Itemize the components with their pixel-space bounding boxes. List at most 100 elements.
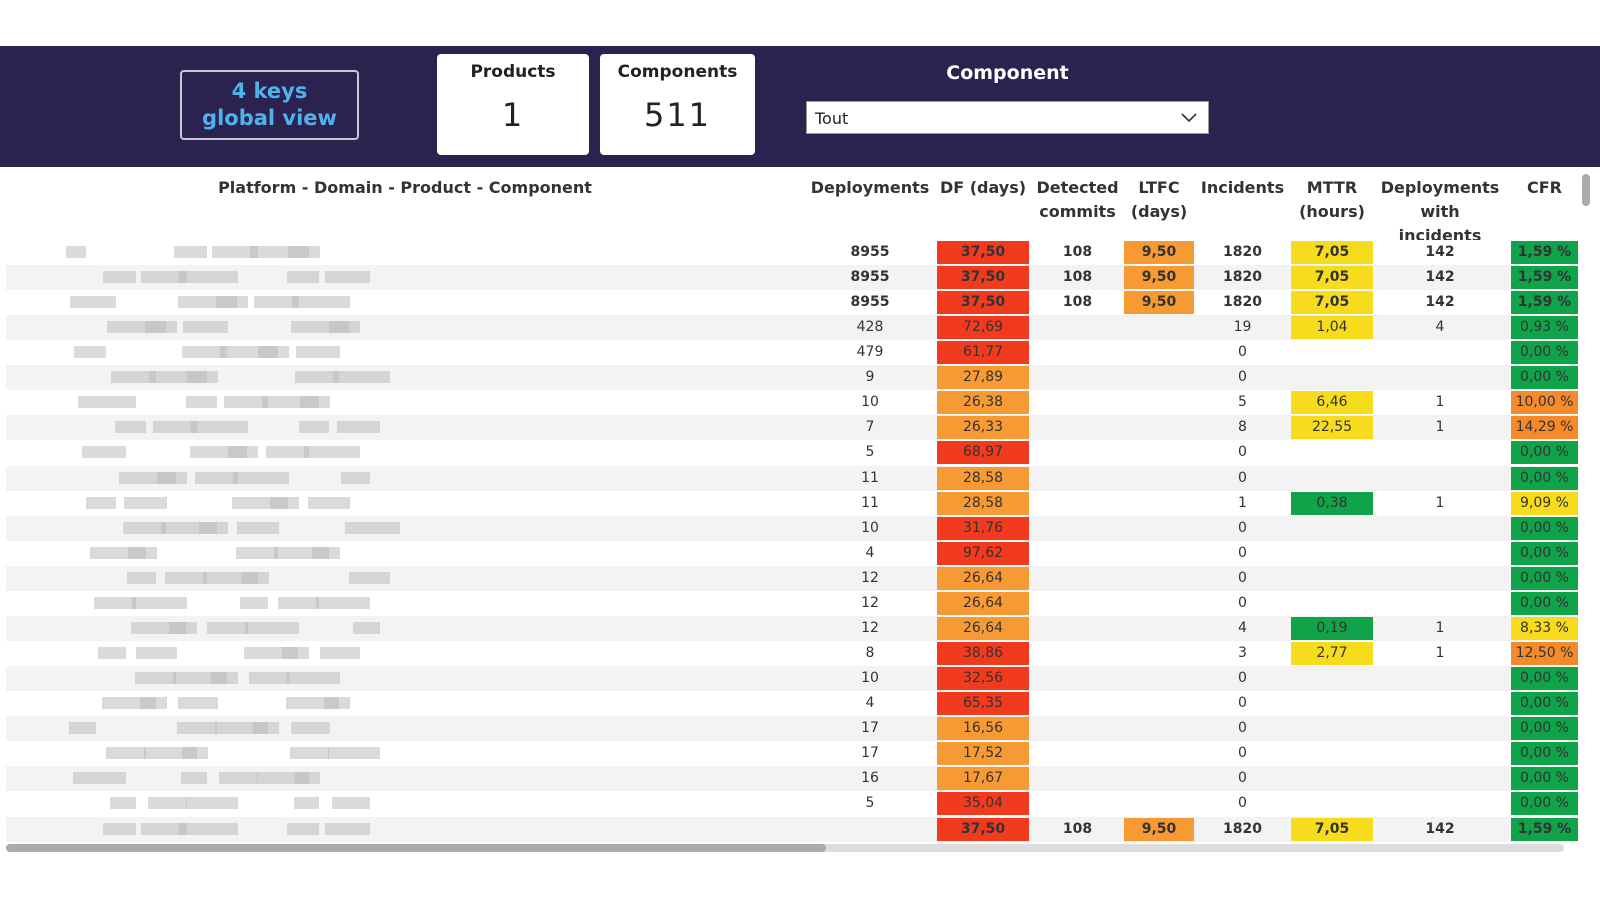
column-header: Incidents (1200, 178, 1285, 197)
table-cell: 142 (1425, 294, 1455, 311)
table-cell: 4 (865, 544, 875, 561)
table-cell: 5 (865, 444, 875, 461)
table-row: 11 28,58 0 0,00 % (6, 465, 1578, 491)
redacted-label (179, 271, 238, 284)
table-cell: 37,50 (937, 291, 1029, 315)
column-header: LTFC (days) (1130, 178, 1188, 221)
column-header: Deployments with incidents (1380, 178, 1500, 245)
redacted-label (294, 797, 319, 810)
table-cell: 7,05 (1291, 291, 1373, 315)
redacted-label (183, 321, 228, 334)
table-row: 4 97,62 0 0,00 % (6, 540, 1578, 566)
redacted-label (332, 797, 370, 810)
redacted-label (316, 596, 370, 609)
table-cell: 37,50 (937, 266, 1029, 290)
table-row: 16 17,67 0 0,00 % (6, 766, 1578, 792)
redacted-label (304, 446, 360, 459)
table-cell: 17 (861, 745, 879, 762)
card-label: Components (617, 62, 738, 82)
table-cell: 428 (856, 319, 884, 336)
table-cell: 7,05 (1291, 266, 1373, 290)
table-cell: 0 (1238, 469, 1247, 486)
redacted-label (103, 823, 136, 835)
table-cell: 0,19 (1291, 616, 1373, 640)
table-cell: 1 (1238, 494, 1247, 511)
table-cell: 0 (1238, 594, 1247, 611)
redacted-label (148, 797, 187, 810)
table-row: 8955 37,50 108 9,50 1820 7,05 142 1,59 % (6, 265, 1578, 291)
table-cell: 1,59 % (1511, 291, 1578, 315)
redacted-label (282, 646, 309, 659)
table-cell: 8,33 % (1511, 616, 1578, 640)
redacted-label (195, 471, 238, 484)
redacted-label (270, 496, 299, 509)
redacted-label (136, 646, 177, 659)
components-card: Components 511 (600, 54, 755, 155)
redacted-label (182, 346, 227, 359)
table-cell: 10 (861, 670, 879, 687)
chevron (1181, 113, 1197, 123)
redacted-label (127, 571, 156, 584)
redacted-label (199, 521, 228, 534)
h-scrollbar[interactable] (6, 844, 1564, 852)
table-cell: 1820 (1223, 294, 1262, 311)
table-cell: 28,58 (937, 491, 1029, 515)
redacted-label (70, 296, 116, 309)
table-cell: 0 (1238, 444, 1247, 461)
redacted-label (186, 797, 238, 810)
redacted-label (110, 797, 136, 810)
table-cell: 26,33 (937, 416, 1029, 440)
table-cell: 1,04 (1291, 316, 1373, 340)
table-cell: 1,59 % (1511, 266, 1578, 290)
table-cell: 0,00 % (1511, 341, 1578, 365)
table-cell: 37,50 (937, 818, 1029, 841)
table-cell: 0 (1238, 344, 1247, 361)
table-cell: 6,46 (1291, 391, 1373, 415)
table-cell: 31,76 (937, 516, 1029, 540)
slicer-dropdown[interactable]: Tout (806, 101, 1209, 134)
table-cell: 10 (861, 519, 879, 536)
table-cell: 0,93 % (1511, 316, 1578, 340)
redacted-label (308, 496, 350, 509)
table-cell: 7,05 (1291, 818, 1373, 841)
table-row: 10 31,76 0 0,00 % (6, 515, 1578, 541)
table-cell: 2,77 (1291, 641, 1373, 665)
nav-button[interactable]: 4 keys global view (180, 70, 359, 140)
redacted-label (299, 421, 329, 434)
redacted-label (333, 371, 390, 384)
table-cell: 0,00 % (1511, 667, 1578, 691)
v-scrollbar[interactable] (1582, 174, 1590, 206)
scroll-thumb[interactable] (6, 844, 826, 852)
table-cell: 12 (861, 619, 879, 636)
redacted-label (241, 571, 269, 584)
table-row: 8955 37,50 108 9,50 1820 7,05 142 1,59 % (6, 290, 1578, 316)
column-header: MTTR (hours) (1299, 178, 1365, 221)
table-row: 12 26,64 0 0,00 % (6, 590, 1578, 616)
table-cell: 0,00 % (1511, 591, 1578, 615)
table-row: 37,50 108 9,50 1820 7,05 142 1,59 % (6, 817, 1578, 842)
slicer-title: Component (946, 62, 1069, 84)
table-cell: 0,00 % (1511, 717, 1578, 741)
table-cell: 17 (861, 720, 879, 737)
table-cell: 12 (861, 594, 879, 611)
redacted-label (349, 571, 390, 584)
table-cell: 0,00 % (1511, 767, 1578, 791)
table-cell: 9,50 (1124, 241, 1194, 264)
table-cell: 10,00 % (1511, 391, 1578, 415)
table-cell: 16,56 (937, 717, 1029, 741)
card-value: 1 (501, 96, 525, 134)
table-cell: 11 (861, 469, 879, 486)
table-cell: 0,38 (1291, 491, 1373, 515)
redacted-label (181, 772, 207, 785)
redacted-label (178, 697, 218, 710)
table-cell: 8955 (850, 294, 890, 311)
table-cell: 1 (1435, 619, 1445, 636)
table-cell: 8955 (850, 269, 890, 286)
table-cell: 4 (865, 695, 875, 712)
table-cell: 0,00 % (1511, 441, 1578, 465)
redacted-label (312, 546, 340, 559)
table-cell: 35,04 (937, 792, 1029, 816)
table-cell: 17,52 (937, 742, 1029, 766)
table-cell: 108 (1062, 294, 1093, 311)
